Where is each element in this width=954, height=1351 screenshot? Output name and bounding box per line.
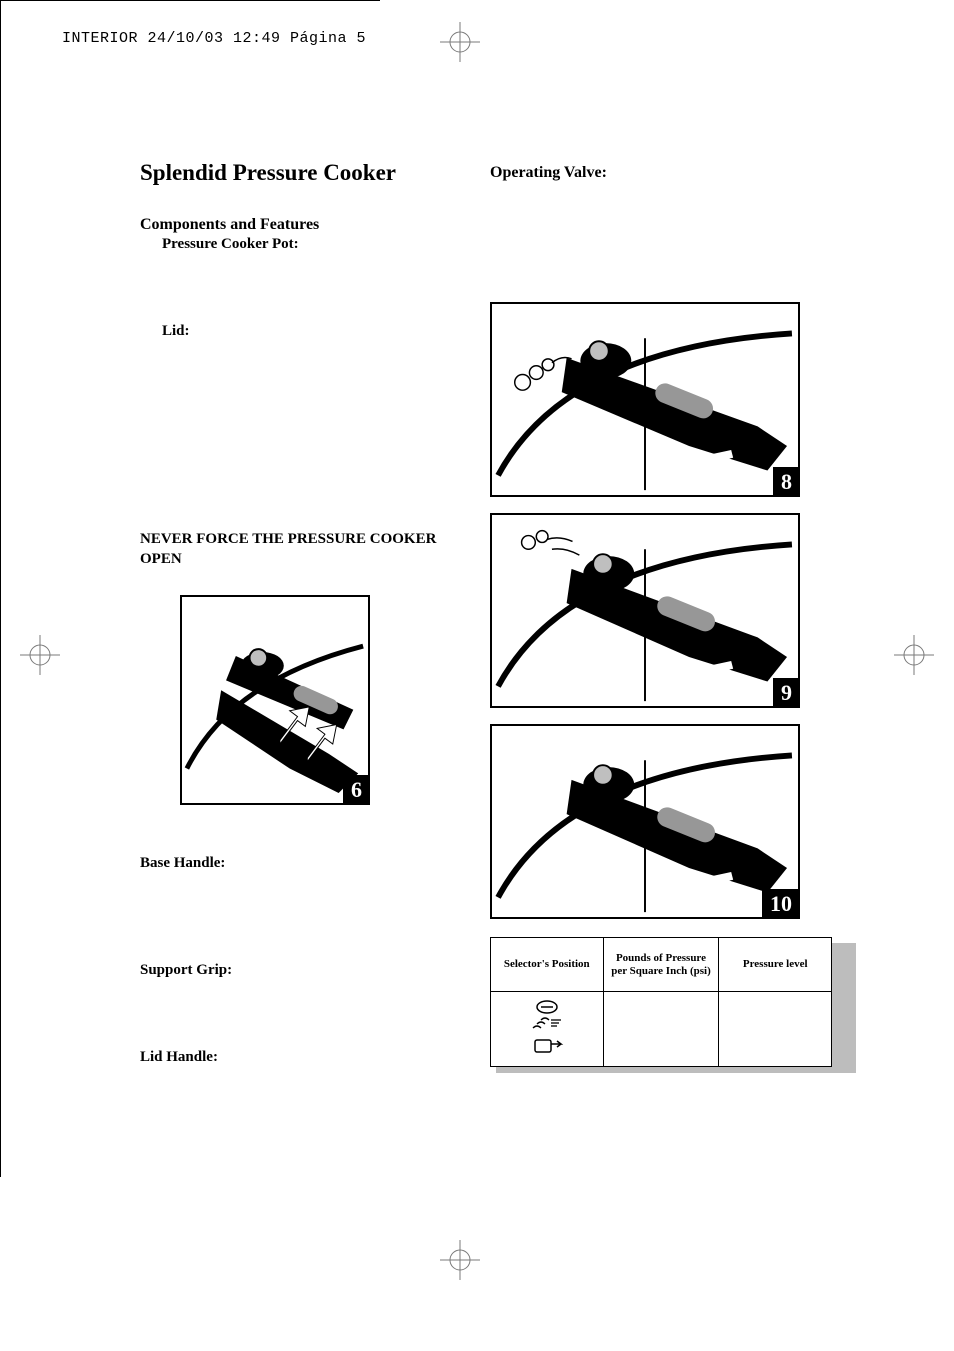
right-frame-line <box>0 27 1 1177</box>
pot-label: Pressure Cooker Pot: <box>162 236 460 253</box>
table-col-psi: Pounds of Pressure per Square Inch (psi) <box>603 938 719 992</box>
lid-handle-label: Lid Handle: <box>140 1049 460 1066</box>
print-slug-line: INTERIOR 24/10/03 12:49 Página 5 <box>62 30 366 47</box>
top-frame-line <box>0 0 380 1</box>
figure-8: 8 <box>490 302 800 497</box>
figure-9-illustration <box>492 515 798 706</box>
top-frame-corner <box>0 1 1 27</box>
figure-10: 10 <box>490 724 800 919</box>
registration-mark-left <box>20 635 60 680</box>
figure-9-badge: 9 <box>773 678 800 708</box>
table-cell-selector-icons <box>491 992 604 1067</box>
base-handle-label: Base Handle: <box>140 855 460 872</box>
table-col-selector: Selector's Position <box>491 938 604 992</box>
registration-mark-bottom <box>440 1240 480 1285</box>
selector-icons <box>527 998 567 1056</box>
table-col-level: Pressure level <box>719 938 832 992</box>
figure-8-illustration <box>492 304 798 495</box>
figure-6: 6 <box>180 595 370 805</box>
figure-10-illustration <box>492 726 798 917</box>
registration-mark-top <box>440 22 480 67</box>
warning-text: NEVER FORCE THE PRESSURE COOKER OPEN <box>140 530 460 569</box>
page-title: Splendid Pressure Cooker <box>140 160 460 186</box>
lid-label: Lid: <box>162 323 460 340</box>
table-cell-psi <box>603 992 719 1067</box>
figure-6-illustration <box>182 597 368 803</box>
registration-mark-right <box>894 635 934 680</box>
table-cell-level <box>719 992 832 1067</box>
figure-6-badge: 6 <box>343 775 370 805</box>
operating-valve-heading: Operating Valve: <box>490 164 850 182</box>
components-heading: Components and Features <box>140 216 460 234</box>
figure-9: 9 <box>490 513 800 708</box>
pressure-table: Selector's Position Pounds of Pressure p… <box>490 937 832 1067</box>
figure-10-badge: 10 <box>762 889 800 919</box>
pressure-table-wrap: Selector's Position Pounds of Pressure p… <box>490 937 850 1067</box>
figure-8-badge: 8 <box>773 467 800 497</box>
support-grip-label: Support Grip: <box>140 962 460 979</box>
